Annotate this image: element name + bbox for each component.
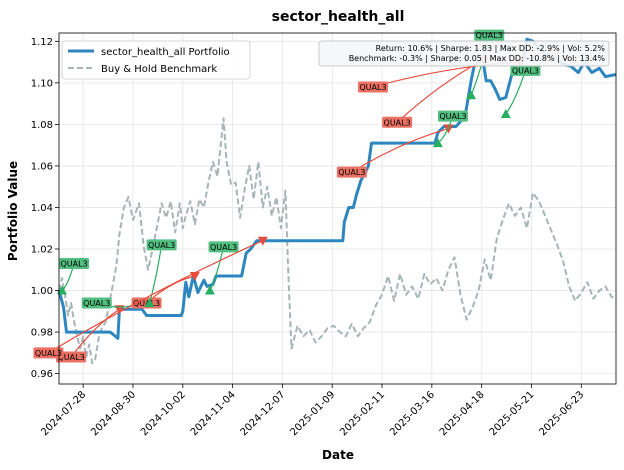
chart-title: sector_health_all: [272, 9, 405, 25]
buy-annotation: QUAL3: [144, 239, 177, 307]
annotation-label-box: [208, 241, 239, 253]
y-tick-label: 1.04: [31, 203, 53, 214]
annotation-label-box: [81, 297, 112, 309]
y-tick-label: 1.00: [31, 286, 53, 297]
annotation-label: QUAL3: [384, 118, 411, 127]
legend-label-benchmark: Buy & Hold Benchmark: [101, 64, 217, 75]
y-axis-title: Portfolio Value: [6, 161, 20, 261]
annotation-label-box: [357, 81, 388, 93]
annotation-label: QUAL3: [57, 353, 84, 362]
annotation-label: QUAL3: [61, 260, 88, 269]
stats-line-benchmark: Benchmark: -0.3% | Sharpe: 0.05 | Max DD…: [349, 54, 606, 63]
annotation-label: QUAL3: [359, 83, 386, 92]
y-tick-label: 1.12: [31, 37, 53, 48]
annotation-label: QUAL3: [83, 299, 110, 308]
annotation-label-box: [59, 258, 90, 270]
annotation-label-box: [33, 347, 64, 359]
annotation-label-box: [382, 116, 413, 128]
series-line-benchmark: [58, 117, 617, 365]
y-tick-label: 1.06: [31, 161, 53, 172]
buy-marker: [466, 90, 477, 100]
stats-line-strategy: Return: 10.6% | Sharpe: 1.83 | Max DD: -…: [376, 44, 606, 53]
stats-box: Return: 10.6% | Sharpe: 1.83 | Max DD: -…: [318, 40, 610, 67]
plot-frame: [58, 32, 617, 385]
annotation-label-box: [146, 239, 177, 251]
annotation-label: QUAL3: [148, 241, 175, 250]
sell-annotation: QUAL3: [33, 236, 268, 359]
sell-annotation: QUAL3: [336, 124, 454, 178]
annotation-label-box: [131, 297, 162, 309]
annotation-label: QUAL3: [35, 349, 62, 358]
annotation-arrow: [351, 127, 449, 173]
annotation-label: QUAL3: [512, 66, 539, 75]
y-tick-label: 0.96: [31, 369, 53, 380]
y-tick-label: 1.08: [31, 120, 53, 131]
annotation-label: QUAL3: [338, 168, 365, 177]
annotation-arrow: [70, 308, 120, 358]
annotation-label-box: [437, 110, 468, 122]
buy-annotation: QUAL3: [204, 241, 239, 295]
sell-marker: [443, 124, 454, 134]
buy-marker: [432, 138, 443, 148]
y-tick-label: 1.10: [31, 78, 53, 89]
buy-marker: [144, 298, 155, 307]
buy-marker: [500, 109, 511, 118]
x-axis-title: Date: [322, 448, 354, 462]
annotation-arrow: [148, 244, 163, 304]
y-tick-label: 1.02: [31, 245, 53, 256]
buy-annotation: QUAL3: [432, 110, 468, 148]
legend: sector_health_all Portfolio Buy & Hold B…: [61, 40, 251, 80]
annotation-arrow: [48, 240, 264, 354]
buy-marker: [57, 285, 68, 295]
annotation-label-box: [510, 64, 541, 76]
annotation-label: QUAL3: [476, 31, 503, 40]
buy-annotation: QUAL3: [500, 64, 541, 118]
stats-box-background: [318, 40, 610, 67]
annotation-label-box: [336, 166, 367, 178]
buy-annotation: QUAL3: [57, 258, 90, 295]
sell-marker: [257, 236, 268, 246]
annotation-label-box: [474, 29, 505, 41]
buy-marker: [204, 285, 215, 295]
y-tick-label: 0.98: [31, 328, 53, 339]
legend-label-portfolio: sector_health_all Portfolio: [101, 47, 230, 58]
annotation-label: QUAL3: [210, 243, 237, 252]
annotation-label-box: [56, 351, 87, 363]
y-axis: 0.96 0.98 1.00 1.02 1.04 1.06 1.08 1.10 1.12: [31, 37, 59, 380]
legend-box: [61, 40, 251, 80]
annotation-label: QUAL3: [439, 112, 466, 121]
